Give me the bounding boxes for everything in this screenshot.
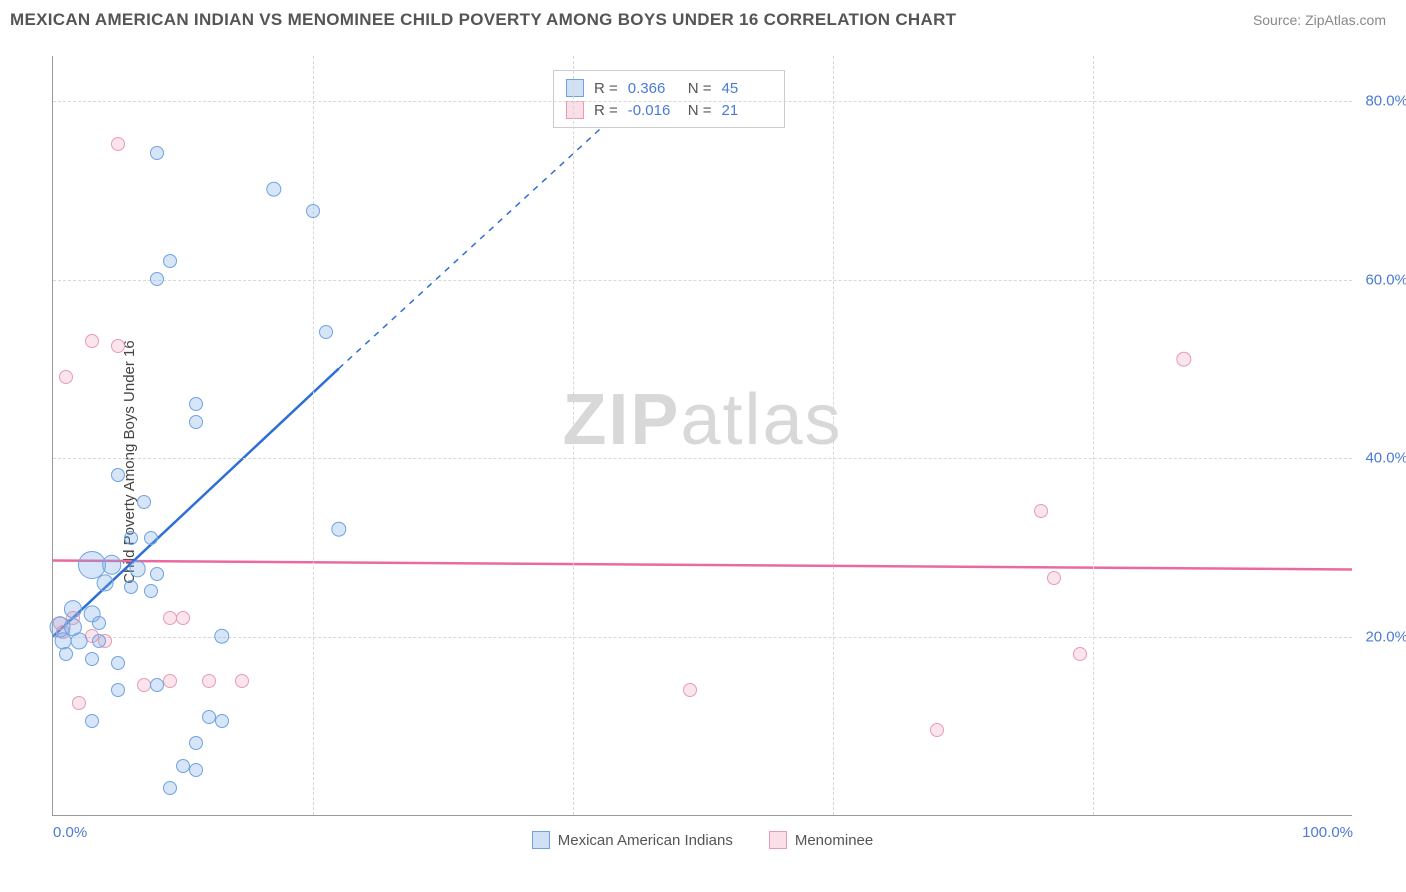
legend-item-series1: Mexican American Indians	[532, 831, 733, 849]
scatter-marker	[85, 652, 99, 666]
scatter-marker	[163, 611, 177, 625]
scatter-marker	[163, 674, 177, 688]
scatter-marker	[176, 759, 190, 773]
scatter-marker	[111, 339, 125, 353]
y-tick-label: 80.0%	[1365, 92, 1406, 109]
r-label: R =	[594, 80, 618, 97]
scatter-marker	[163, 781, 177, 795]
scatter-marker	[189, 397, 203, 411]
scatter-marker	[1047, 571, 1061, 585]
scatter-marker	[144, 584, 158, 598]
scatter-marker	[102, 555, 122, 575]
n-value: 45	[722, 80, 772, 97]
gridline-horizontal	[53, 101, 1352, 102]
scatter-marker	[59, 370, 73, 384]
scatter-marker	[137, 495, 151, 509]
scatter-marker	[92, 634, 106, 648]
scatter-marker	[124, 580, 138, 594]
scatter-marker	[215, 714, 229, 728]
legend-label: Mexican American Indians	[558, 832, 733, 849]
y-tick-label: 60.0%	[1365, 271, 1406, 288]
r-value: 0.366	[628, 80, 678, 97]
n-label: N =	[688, 102, 712, 119]
scatter-marker	[214, 628, 229, 643]
gridline-horizontal	[53, 280, 1352, 281]
scatter-marker	[150, 146, 164, 160]
source-label: Source: ZipAtlas.com	[1253, 12, 1386, 28]
scatter-marker	[85, 714, 99, 728]
scatter-marker	[59, 647, 73, 661]
scatter-marker	[111, 683, 125, 697]
x-tick-label: 0.0%	[53, 824, 87, 841]
scatter-marker	[111, 137, 125, 151]
scatter-marker	[202, 674, 216, 688]
swatch-icon	[532, 831, 550, 849]
scatter-marker	[137, 678, 151, 692]
chart-area: Child Poverty Among Boys Under 16 ZIPatl…	[0, 38, 1406, 886]
scatter-marker	[189, 763, 203, 777]
scatter-marker	[71, 632, 88, 649]
scatter-marker	[129, 561, 146, 578]
scatter-marker	[92, 616, 106, 630]
n-label: N =	[688, 80, 712, 97]
scatter-marker	[111, 468, 125, 482]
regression-lines	[53, 56, 1352, 815]
scatter-marker	[1034, 504, 1048, 518]
x-tick-label: 100.0%	[1302, 824, 1353, 841]
swatch-icon	[566, 79, 584, 97]
scatter-marker	[235, 674, 249, 688]
scatter-marker	[683, 683, 697, 697]
gridline-horizontal	[53, 637, 1352, 638]
gridline-vertical	[573, 56, 574, 815]
r-label: R =	[594, 102, 618, 119]
stats-row-series1: R = 0.366 N = 45	[566, 77, 772, 99]
chart-title: MEXICAN AMERICAN INDIAN VS MENOMINEE CHI…	[10, 10, 956, 30]
scatter-marker	[163, 254, 177, 268]
scatter-marker	[1073, 647, 1087, 661]
gridline-vertical	[1093, 56, 1094, 815]
scatter-marker	[150, 272, 164, 286]
swatch-icon	[769, 831, 787, 849]
scatter-marker	[319, 325, 333, 339]
scatter-marker	[150, 678, 164, 692]
gridline-vertical	[833, 56, 834, 815]
scatter-marker	[72, 696, 86, 710]
scatter-marker	[150, 567, 164, 581]
legend-item-series2: Menominee	[769, 831, 873, 849]
scatter-marker	[306, 204, 320, 218]
scatter-marker	[266, 181, 281, 196]
swatch-icon	[566, 101, 584, 119]
scatter-marker	[331, 521, 346, 536]
plot-area: ZIPatlas R = 0.366 N = 45 R = -0.016 N =…	[52, 56, 1352, 816]
legend-label: Menominee	[795, 832, 873, 849]
gridline-vertical	[313, 56, 314, 815]
stats-box: R = 0.366 N = 45 R = -0.016 N = 21	[553, 70, 785, 128]
scatter-marker	[97, 574, 114, 591]
r-value: -0.016	[628, 102, 678, 119]
scatter-marker	[176, 611, 190, 625]
legend: Mexican American Indians Menominee	[53, 831, 1352, 849]
scatter-marker	[930, 723, 944, 737]
scatter-marker	[85, 334, 99, 348]
n-value: 21	[722, 102, 772, 119]
gridline-horizontal	[53, 458, 1352, 459]
scatter-marker	[124, 531, 138, 545]
y-tick-label: 40.0%	[1365, 450, 1406, 467]
watermark: ZIPatlas	[562, 379, 842, 461]
scatter-marker	[1176, 351, 1191, 366]
scatter-marker	[144, 531, 158, 545]
scatter-marker	[111, 656, 125, 670]
scatter-marker	[202, 710, 216, 724]
y-tick-label: 20.0%	[1365, 629, 1406, 646]
scatter-marker	[189, 415, 203, 429]
stats-row-series2: R = -0.016 N = 21	[566, 99, 772, 121]
scatter-marker	[189, 736, 203, 750]
